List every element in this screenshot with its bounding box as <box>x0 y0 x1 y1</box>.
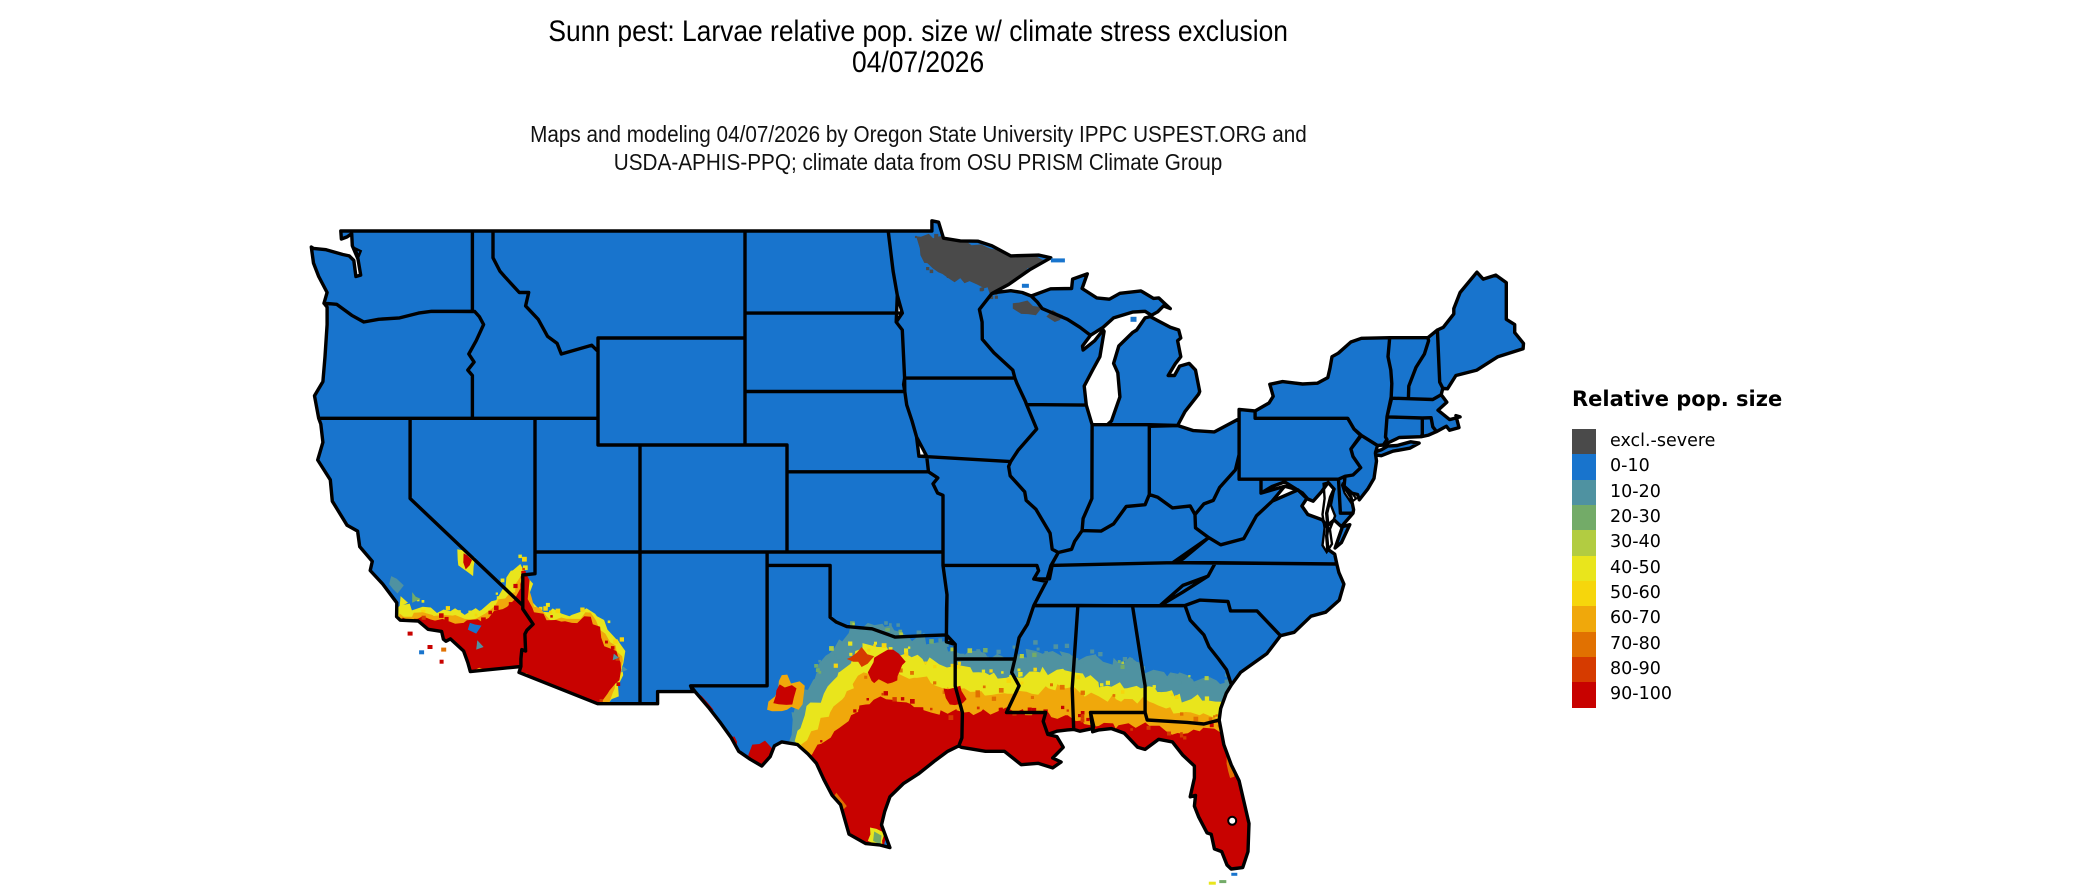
legend-item-label: 60-70 <box>1610 608 1661 629</box>
legend-item-label: 90-100 <box>1610 684 1672 705</box>
islands <box>407 258 1238 885</box>
legend-item: excl.-severe <box>1572 429 1782 455</box>
legend-item: 20-30 <box>1572 505 1782 531</box>
legend-swatch <box>1572 606 1596 632</box>
legend-item: 50-60 <box>1572 581 1782 607</box>
legend-title: Relative pop. size <box>1572 387 1783 411</box>
legend-swatch <box>1572 657 1596 683</box>
legend-item-label: 40-50 <box>1610 557 1661 578</box>
legend-swatch <box>1572 479 1596 506</box>
legend-swatch <box>1572 555 1596 582</box>
legend-item-label: 10-20 <box>1610 481 1661 502</box>
legend-swatch <box>1572 581 1596 607</box>
page-title-date: 04/07/2026 <box>851 46 985 79</box>
legend: Relative pop. size excl.-severe 0-10 10-20… <box>1572 386 1782 708</box>
legend-swatch <box>1572 631 1596 658</box>
subtitle-block: Maps and modeling 04/07/2026 by Oregon S… <box>0 120 1836 176</box>
legend-item-label: 20-30 <box>1610 507 1661 528</box>
subtitle-line2: USDA-APHIS-PPQ; climate data from OSU PR… <box>613 149 1223 175</box>
legend-item-label: 70-80 <box>1610 633 1661 654</box>
legend-item: 40-50 <box>1572 555 1782 582</box>
legend-item-label: 30-40 <box>1610 532 1661 553</box>
page-title: Sunn pest: Larvae relative pop. size w/ … <box>548 15 1288 48</box>
legend-item: 80-90 <box>1572 657 1782 683</box>
legend-item-label: excl.-severe <box>1610 431 1716 451</box>
legend-item-label: 0-10 <box>1610 456 1650 477</box>
title-block: Sunn pest: Larvae relative pop. size w/ … <box>0 16 1836 78</box>
legend-item-label: 80-90 <box>1610 659 1661 680</box>
legend-item: 0-10 <box>1572 454 1782 480</box>
legend-item: 10-20 <box>1572 479 1782 506</box>
legend-items: excl.-severe 0-10 10-20 20-30 30-40 40-50 50-6… <box>1572 429 1782 708</box>
legend-swatch <box>1572 530 1596 556</box>
legend-item: 60-70 <box>1572 606 1782 632</box>
legend-item-label: 50-60 <box>1610 583 1661 604</box>
legend-item: 70-80 <box>1572 631 1782 658</box>
legend-item: 30-40 <box>1572 530 1782 556</box>
legend-swatch <box>1572 454 1596 480</box>
legend-swatch <box>1572 505 1596 531</box>
subtitle-line1: Maps and modeling 04/07/2026 by Oregon S… <box>529 121 1307 147</box>
legend-swatch <box>1572 429 1596 455</box>
legend-item: 90-100 <box>1572 682 1782 708</box>
state-borders <box>309 219 1526 871</box>
legend-swatch <box>1572 682 1596 708</box>
